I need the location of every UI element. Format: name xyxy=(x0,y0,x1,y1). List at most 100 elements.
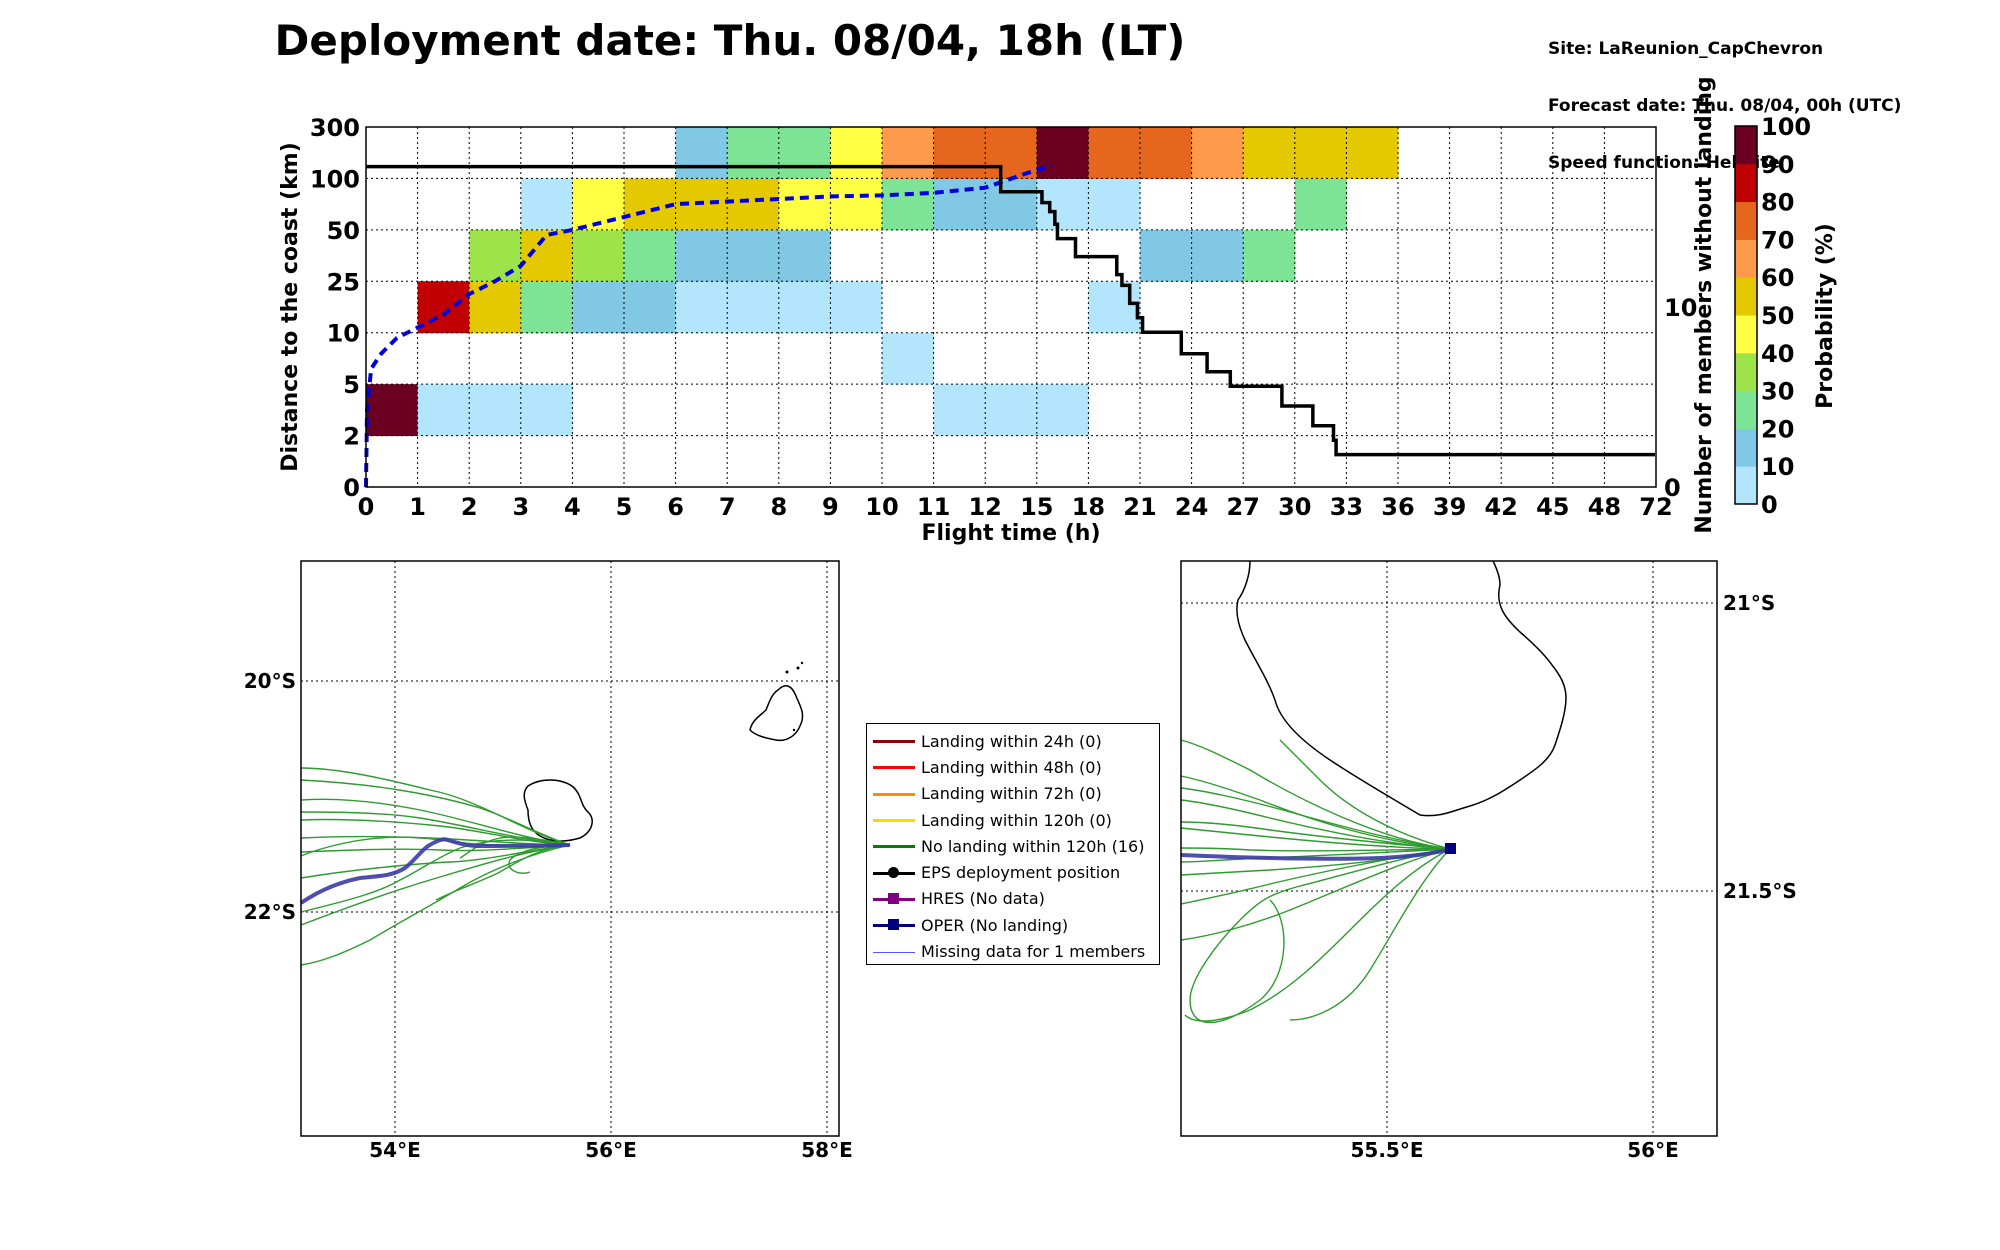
x-axis-title: Flight time (h) xyxy=(921,521,1100,546)
heatmap-cell xyxy=(882,332,935,385)
oper-deployment-marker xyxy=(1445,843,1456,854)
legend-symbol xyxy=(871,863,917,883)
legend-entry: Landing within 120h (0) xyxy=(867,807,1159,833)
heatmap-cell xyxy=(469,229,522,282)
colorbar-tick-label: 80 xyxy=(1761,189,1794,217)
member-trajectory xyxy=(300,844,571,966)
map-right: 55.5°E 56°E 21°S 21.5°S xyxy=(1180,560,1797,1162)
heatmap-cell xyxy=(1088,127,1141,179)
x-tick-label: 21 xyxy=(1123,493,1156,521)
colorbar-tick-label: 10 xyxy=(1761,453,1794,481)
heatmap-cell xyxy=(1140,229,1193,282)
colorbar-segment xyxy=(1735,277,1757,316)
heatmap-cell xyxy=(1036,127,1089,179)
member-trajectory xyxy=(1180,821,1451,850)
heatmap-cell xyxy=(624,281,677,334)
heatmap-cell xyxy=(778,281,831,334)
member-trajectory xyxy=(459,836,571,859)
y-tick-label: 50 xyxy=(327,217,360,245)
x-tick-label: 27 xyxy=(1226,493,1259,521)
colorbar-tick-label: 60 xyxy=(1761,264,1794,292)
heatmap-cell xyxy=(727,281,780,334)
heatmap-cell xyxy=(1294,178,1347,231)
colorbar-tick-label: 50 xyxy=(1761,302,1794,330)
legend-symbol xyxy=(871,731,917,751)
mauritius-coastline xyxy=(749,685,804,742)
colorbar-segment xyxy=(1735,126,1757,165)
heatmap-cell xyxy=(882,178,935,231)
x-tick-label: 4 xyxy=(564,493,581,521)
heatmap-cell xyxy=(1036,384,1089,437)
member-trajectory xyxy=(1180,847,1451,852)
heatmap-cell xyxy=(572,229,625,282)
site-label: Site: LaReunion_CapChevron xyxy=(1548,39,1824,59)
heatmap-cell xyxy=(985,384,1038,437)
legend-symbol xyxy=(871,915,917,935)
map-right-xtick: 56°E xyxy=(1627,1138,1679,1162)
legend-label: Landing within 48h (0) xyxy=(921,757,1102,777)
member-trajectory xyxy=(1180,787,1451,850)
x-tick-label: 3 xyxy=(512,493,529,521)
colorbar-segment xyxy=(1735,201,1757,240)
legend-entry: Missing data for 1 members xyxy=(867,938,1159,964)
legend-entry: Landing within 72h (0) xyxy=(867,781,1159,807)
reunion-coastline-zoom xyxy=(1236,560,1567,817)
legend-label: Landing within 24h (0) xyxy=(921,731,1102,751)
legend-label: Missing data for 1 members xyxy=(921,942,1146,962)
heatmap-cell xyxy=(572,281,625,334)
map-left-ytick: 20°S xyxy=(244,669,296,693)
member-trajectories-right xyxy=(1180,739,1451,1024)
heatmap-cell xyxy=(1140,127,1193,179)
colorbar-segment xyxy=(1735,239,1757,278)
reunion-coastline xyxy=(523,779,593,842)
map-right-ytick: 21.5°S xyxy=(1723,879,1797,903)
member-trajectory xyxy=(300,844,571,853)
legend-label: No landing within 120h (16) xyxy=(921,836,1145,856)
heatmap-cell xyxy=(624,229,677,282)
x-tick-label: 2 xyxy=(461,493,478,521)
heatmap-cell xyxy=(417,281,470,334)
forecast-date-label: Forecast date: Thu. 08/04, 00h (UTC) xyxy=(1548,96,1902,116)
member-trajectory xyxy=(1289,848,1451,1021)
y-tick-label: 100 xyxy=(310,165,360,193)
heatmap-cell xyxy=(1191,229,1244,282)
map-right-ytick: 21°S xyxy=(1723,591,1775,615)
colorbar-tick-label: 70 xyxy=(1761,226,1794,254)
y2-tick-label: 0 xyxy=(1664,474,1681,502)
map-left-xtick: 54°E xyxy=(369,1138,421,1162)
member-trajectory xyxy=(300,844,571,879)
member-trajectory xyxy=(300,798,571,846)
x-tick-label: 39 xyxy=(1433,493,1466,521)
legend-entry: HRES (No data) xyxy=(867,886,1159,912)
heatmap-cell xyxy=(727,127,780,179)
heatmap-cell xyxy=(675,281,728,334)
y-tick-label: 300 xyxy=(310,114,360,142)
member-trajectory xyxy=(1180,775,1451,850)
heatmap-cell xyxy=(882,127,935,179)
heatmap-cell xyxy=(933,384,986,437)
member-trajectory xyxy=(435,844,571,901)
legend-entry: EPS deployment position xyxy=(867,859,1159,885)
x-tick-label: 7 xyxy=(719,493,736,521)
x-tick-label: 72 xyxy=(1639,493,1672,521)
x-tick-label: 15 xyxy=(1020,493,1053,521)
x-tick-label: 9 xyxy=(822,493,839,521)
median-distance-line xyxy=(364,163,1053,488)
heatmap-cell xyxy=(469,281,522,334)
oper-trajectory-left xyxy=(299,837,571,905)
y-tick-label: 10 xyxy=(327,320,360,348)
y2-tick-labels: 0 10 xyxy=(1664,294,1697,502)
member-trajectory xyxy=(1180,827,1451,850)
heatmap-cell xyxy=(985,127,1038,179)
member-trajectory xyxy=(1180,739,1451,850)
legend-label: Landing within 120h (0) xyxy=(921,810,1112,830)
heatmap-cell xyxy=(778,127,831,179)
x-tick-label: 12 xyxy=(968,493,1001,521)
heatmap-cell xyxy=(727,178,780,231)
heatmap-cell xyxy=(520,178,573,231)
colorbar-tick-label: 0 xyxy=(1761,491,1778,519)
legend-symbol xyxy=(871,836,917,856)
x-tick-label: 24 xyxy=(1175,493,1208,521)
x-tick-labels: 0 1 2 3 4 5 6 7 8 9 10 11 12 15 18 21 24 27 30 33 36 39 42 45 48… xyxy=(358,493,1673,521)
